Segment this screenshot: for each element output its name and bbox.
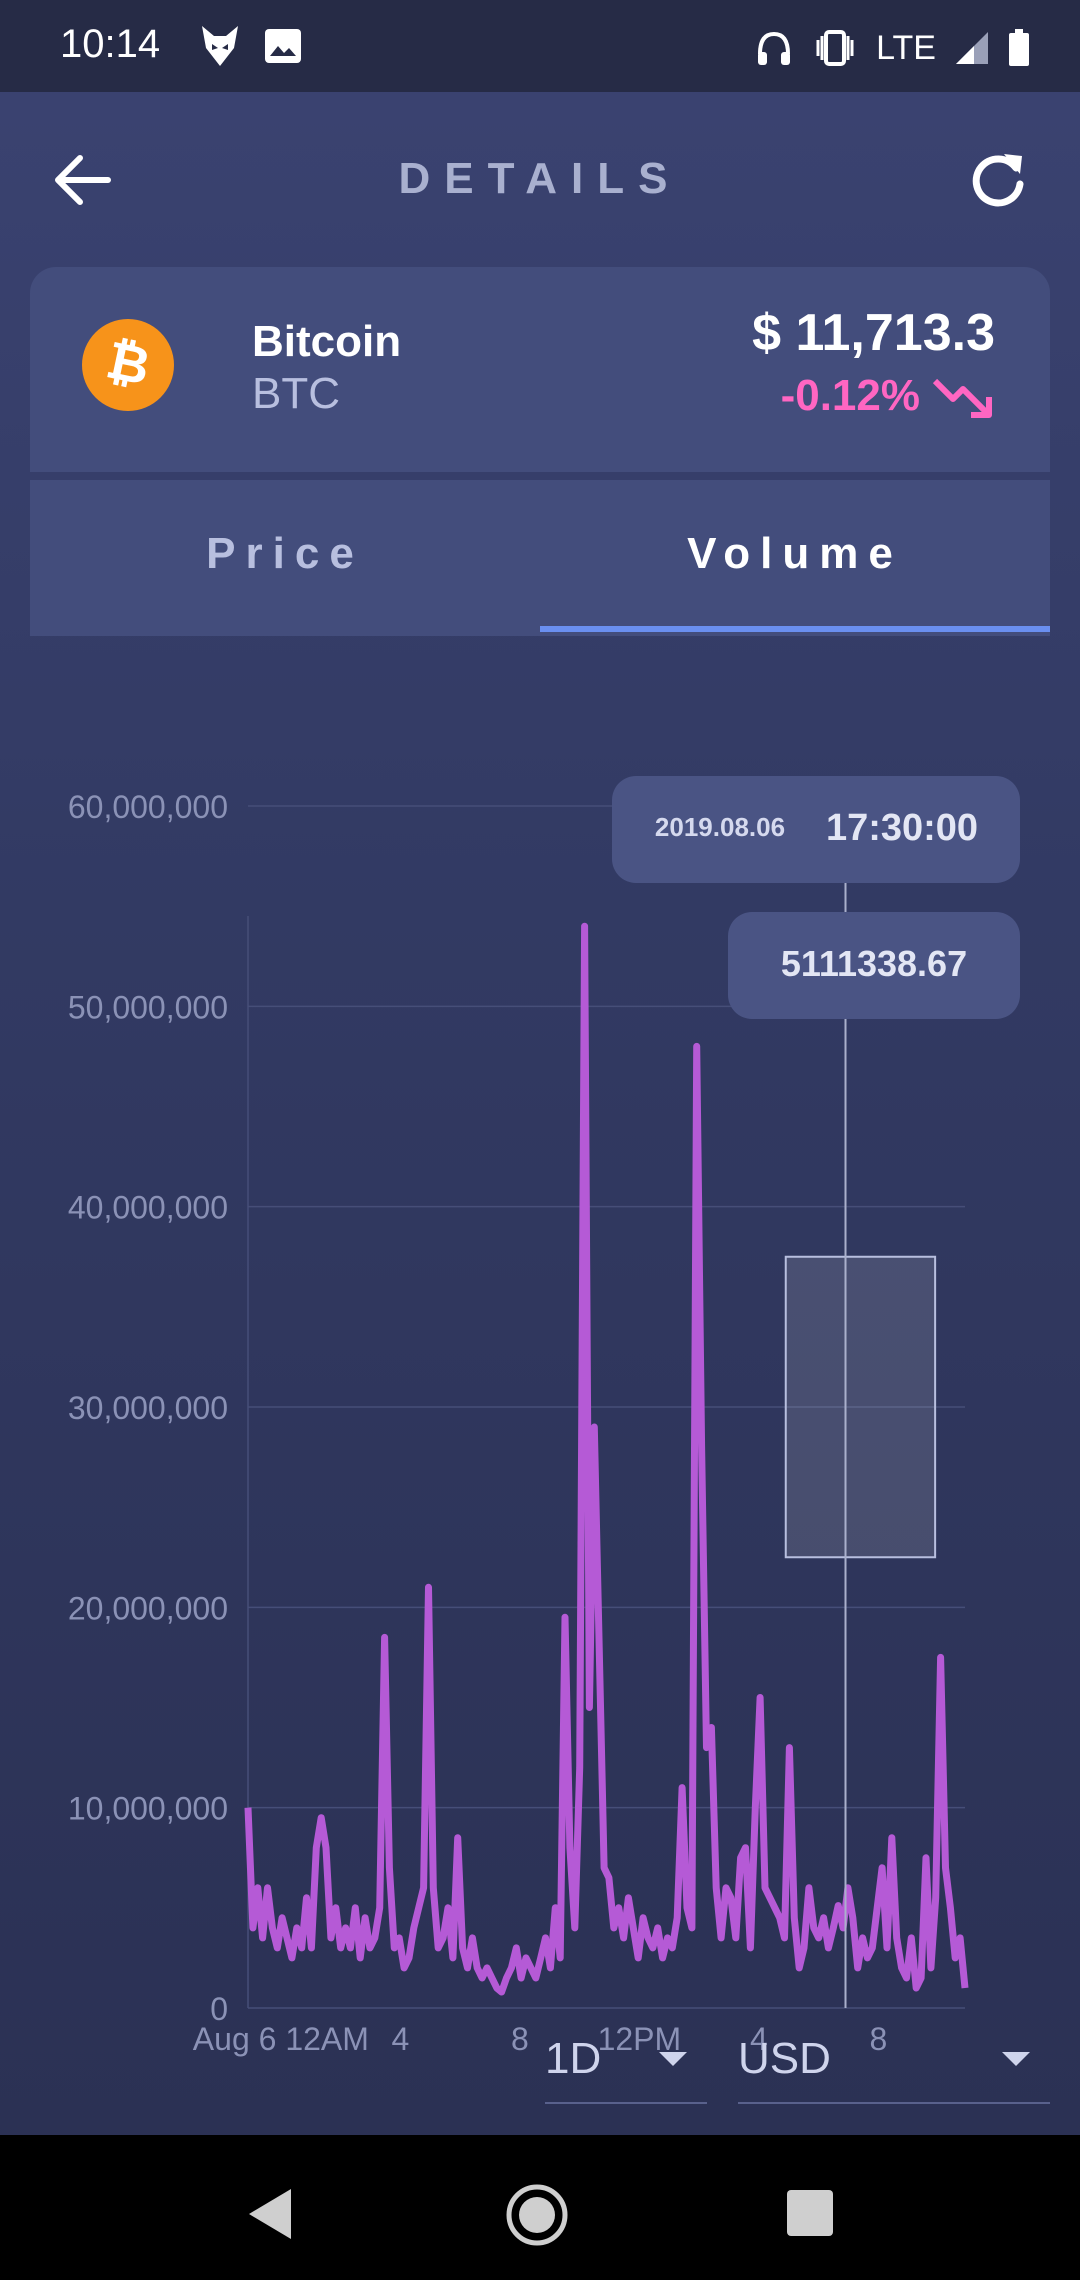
interval-value: 1D bbox=[545, 2034, 602, 2083]
tooltip-time: 17:30:00 bbox=[826, 807, 978, 849]
fox-icon bbox=[202, 26, 238, 66]
image-icon bbox=[265, 29, 301, 63]
active-tab-indicator bbox=[540, 626, 1050, 632]
tooltip-value: 5111338.67 bbox=[728, 912, 1020, 1019]
coin-summary-card: ₿ Bitcoin BTC $ 11,713.3 -0.12% bbox=[30, 267, 1050, 472]
battery-icon bbox=[1009, 29, 1029, 66]
headphones-icon bbox=[758, 31, 791, 65]
y-tick-label: 20,000,000 bbox=[68, 1590, 228, 1626]
x-tick-label: 4 bbox=[391, 2021, 409, 2057]
coin-price: $ 11,713.3 bbox=[752, 304, 995, 362]
interval-select[interactable]: 1D bbox=[545, 2022, 707, 2104]
x-tick-label: Aug 6 12AM bbox=[193, 2021, 369, 2057]
y-tick-label: 50,000,000 bbox=[68, 989, 228, 1025]
tab-volume[interactable]: Volume bbox=[687, 529, 903, 578]
coin-change-percent: -0.12% bbox=[780, 371, 920, 420]
bitcoin-logo-icon: ₿ bbox=[82, 319, 174, 411]
x-tick-label: 12PM bbox=[598, 2021, 682, 2057]
x-axis-labels: Aug 6 12AM 4 8 12PM 4 8 bbox=[193, 2021, 887, 2057]
x-tick-label: 8 bbox=[869, 2021, 887, 2057]
x-tick-label: 4 bbox=[750, 2021, 768, 2057]
highlight-box bbox=[784, 1255, 937, 1559]
tooltip-date: 2019.08.06 bbox=[655, 812, 785, 842]
tooltip-datetime: 2019.08.06 17:30:00 bbox=[612, 776, 1020, 883]
status-time: 10:14 bbox=[60, 22, 161, 66]
network-type: LTE bbox=[876, 28, 936, 67]
tab-price[interactable]: Price bbox=[206, 529, 364, 578]
volume-chart[interactable]: 60,000,000 50,000,000 40,000,000 30,000,000… bbox=[0, 692, 1080, 2072]
nav-back-icon[interactable] bbox=[245, 2187, 295, 2241]
arrow-left-icon bbox=[55, 155, 111, 205]
currency-select[interactable]: USD bbox=[738, 2022, 1050, 2104]
chart-tabs: Price Volume bbox=[30, 480, 1050, 636]
signal-icon bbox=[956, 32, 988, 64]
svg-text:₿: ₿ bbox=[101, 330, 155, 398]
y-tick-label: 10,000,000 bbox=[68, 1791, 228, 1827]
system-nav-bar bbox=[0, 2135, 1080, 2280]
trending-down-icon bbox=[932, 378, 992, 418]
x-tick-label: 8 bbox=[511, 2021, 529, 2057]
y-tick-label: 0 bbox=[210, 1991, 228, 2027]
y-tick-label: 30,000,000 bbox=[68, 1390, 228, 1426]
tooltip-volume: 5111338.67 bbox=[781, 943, 967, 984]
y-tick-label: 40,000,000 bbox=[68, 1190, 228, 1226]
y-tick-label: 60,000,000 bbox=[68, 789, 228, 825]
nav-recents-icon[interactable] bbox=[787, 2190, 833, 2236]
currency-value: USD bbox=[738, 2034, 831, 2083]
coin-name: Bitcoin bbox=[252, 317, 402, 366]
status-bar: 10:14 LTE bbox=[0, 0, 1080, 92]
page-title: DETAILS bbox=[398, 154, 682, 203]
coin-symbol: BTC bbox=[252, 369, 340, 418]
vibrate-icon bbox=[816, 30, 854, 66]
dropdown-arrow-icon bbox=[1002, 2052, 1030, 2066]
refresh-button[interactable] bbox=[966, 148, 1030, 212]
app-screen: DETAILS ₿ Bitcoin BTC $ 11,713.3 -0.12% … bbox=[0, 92, 1080, 2135]
refresh-icon bbox=[972, 154, 1024, 207]
nav-home-icon[interactable] bbox=[505, 2183, 569, 2247]
top-bar: DETAILS bbox=[0, 92, 1080, 262]
y-axis-labels: 60,000,000 50,000,000 40,000,000 30,000,000… bbox=[68, 789, 228, 2027]
dropdown-arrow-icon bbox=[659, 2052, 687, 2066]
back-button[interactable] bbox=[50, 150, 120, 210]
